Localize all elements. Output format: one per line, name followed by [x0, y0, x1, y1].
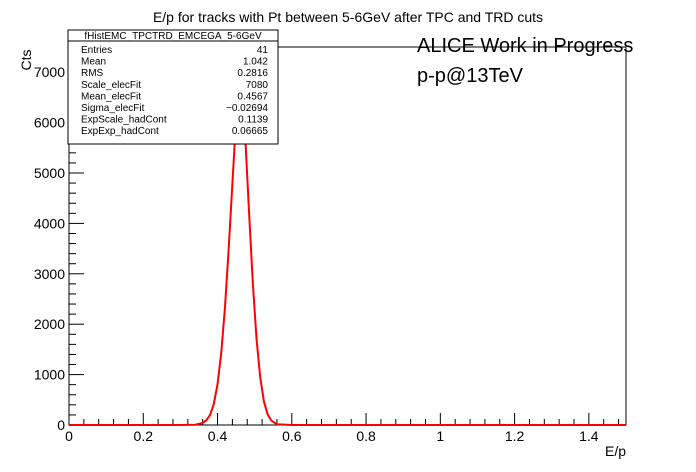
stats-row-value: 1.042	[243, 57, 268, 68]
chart-title: E/p for tracks with Pt between 5-6GeV af…	[153, 9, 543, 25]
x-axis-tick-labels: 0 0.2 0.4 0.6 0.8 1 1.2 1.4	[65, 428, 599, 444]
annotation-alice: ALICE Work in Progress	[417, 35, 633, 57]
stats-box-rows: Entries 41 Mean 1.042 RMS 0.2816 Scale_elecFit…	[81, 45, 268, 137]
stats-row-label: ExpScale_hadCont	[81, 115, 167, 126]
stats-box: fHistEMC_TPCTRD_EMCEGA_5-6GeV Entries 41 M…	[67, 29, 279, 145]
x-tick-label: 0.2	[134, 428, 154, 444]
stats-box-title: fHistEMC_TPCTRD_EMCEGA_5-6GeV	[84, 31, 262, 42]
stats-row-value: 41	[257, 45, 269, 56]
stats-row-label: ExpExp_hadCont	[81, 126, 159, 137]
annotation-energy: p-p@13TeV	[417, 65, 524, 87]
y-tick-label: 4000	[34, 215, 65, 231]
y-axis-tick-labels: 0 1000 2000 3000 4000 5000 6000 7000	[34, 64, 65, 433]
y-tick-label: 5000	[34, 165, 65, 181]
x-tick-label: 1.4	[579, 428, 599, 444]
stats-row-value: 0.4567	[237, 91, 268, 102]
stats-row-label: RMS	[81, 68, 104, 79]
stats-row-value: −0.02694	[226, 103, 268, 114]
y-tick-label: 0	[57, 417, 65, 433]
stats-row-value: 0.1139	[238, 115, 268, 126]
stats-box-frame	[67, 29, 279, 145]
stats-row-value: 0.2816	[237, 68, 268, 79]
y-tick-label: 2000	[34, 316, 65, 332]
stats-row-value: 7080	[246, 80, 269, 91]
stats-row-label: Entries	[81, 45, 112, 56]
y-tick-label: 7000	[34, 64, 65, 80]
x-tick-label: 0.8	[356, 428, 376, 444]
x-tick-label: 1.2	[505, 428, 525, 444]
stats-row-label: Mean_elecFit	[81, 91, 141, 102]
stats-row-label: Mean	[81, 57, 106, 68]
x-tick-label: 0	[65, 428, 73, 444]
stats-row-value: 0.06665	[232, 126, 269, 137]
y-tick-label: 1000	[34, 367, 65, 383]
x-axis-ticks	[68, 413, 620, 425]
x-tick-label: 0.4	[208, 428, 228, 444]
stats-row-label: Scale_elecFit	[81, 80, 141, 91]
y-axis-label: Cts	[18, 50, 34, 71]
x-tick-label: 0.6	[282, 428, 302, 444]
x-axis-label: E/p	[605, 443, 626, 459]
x-tick-label: 1	[436, 428, 444, 444]
y-tick-label: 3000	[34, 266, 65, 282]
y-tick-label: 6000	[34, 115, 65, 131]
stats-row-label: Sigma_elecFit	[81, 103, 145, 114]
